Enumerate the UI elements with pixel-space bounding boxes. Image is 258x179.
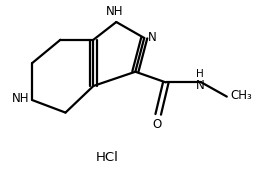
Text: HCl: HCl [96,151,119,164]
Text: N: N [148,31,157,44]
Text: N: N [196,79,205,92]
Text: CH₃: CH₃ [230,89,252,102]
Text: NH: NH [106,5,124,18]
Text: O: O [152,118,162,130]
Text: NH: NH [11,92,29,105]
Text: H: H [196,69,204,79]
